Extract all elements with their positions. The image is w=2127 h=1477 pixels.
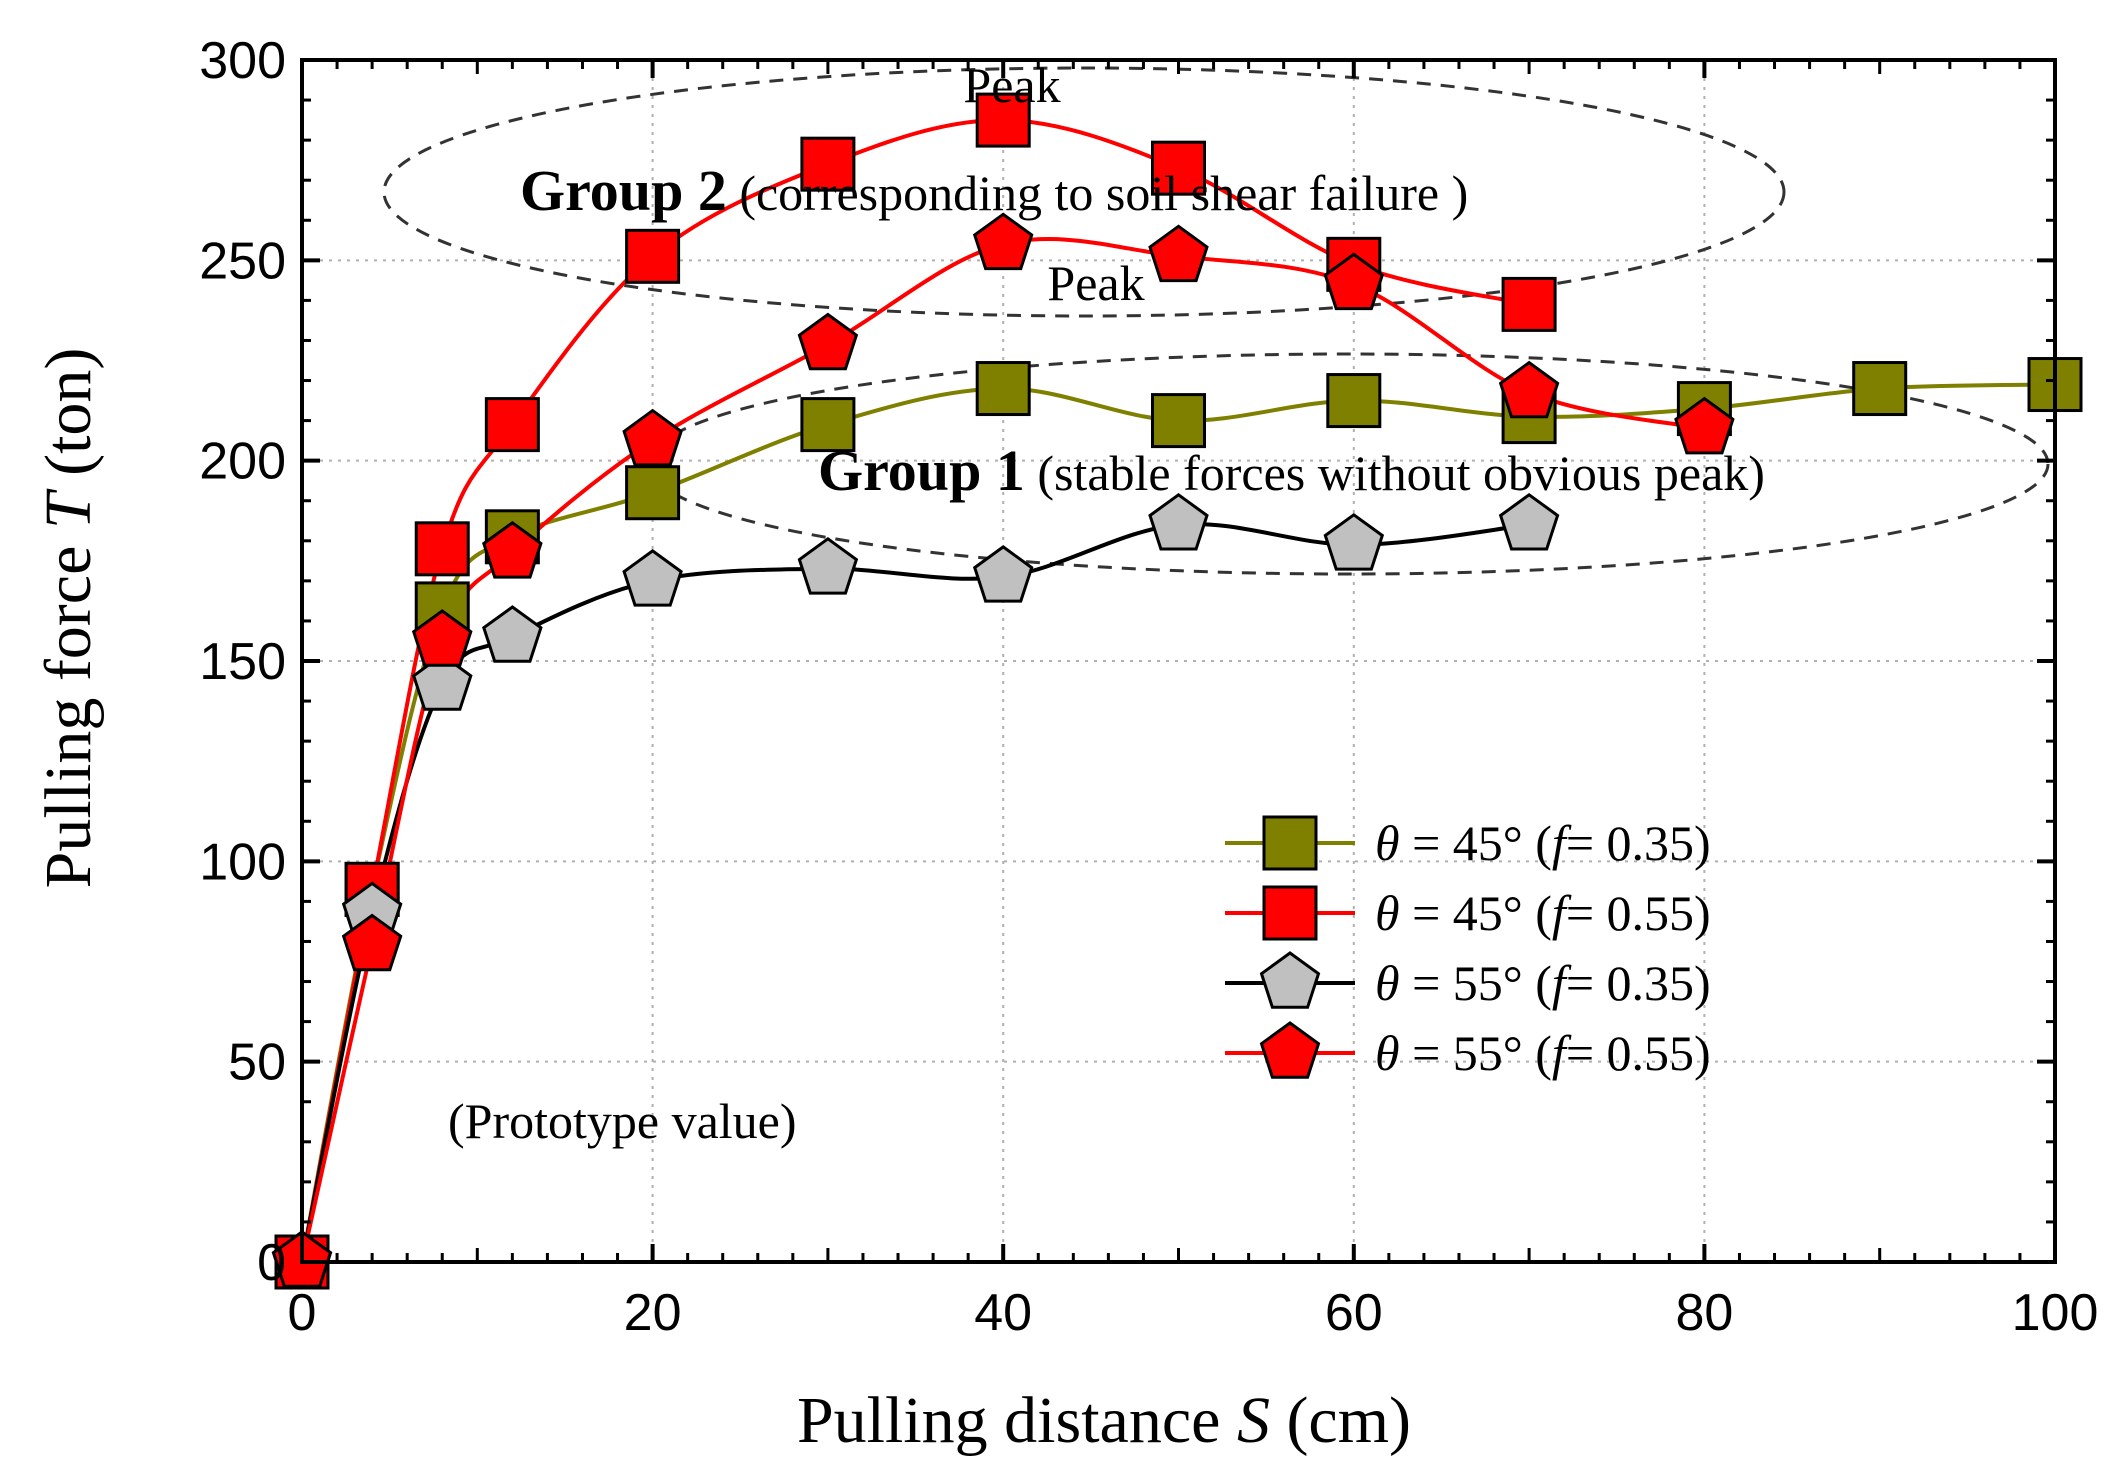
series-1-point-9 [1501,276,1557,332]
series-3-point-6 [972,212,1034,271]
series-0-point-7 [1151,393,1206,449]
legend-label-1: θ = 45° (f= 0.55) [1375,885,1711,941]
series-line-3 [300,237,1705,1263]
x-tick-label: 0 [288,1284,317,1342]
series-3-point-9 [1498,360,1560,419]
series-1-point-2 [414,521,470,577]
series-1-point-4 [625,228,681,284]
series-3-point-3 [482,520,543,579]
series-2-point-3 [482,605,543,663]
series-2-point-5 [797,536,859,595]
series-3-point-1 [341,913,403,972]
legend-label-0: θ = 45° (f= 0.35) [1375,815,1711,871]
series-1-point-6 [975,92,1031,148]
series-3-point-8 [1323,252,1385,311]
legend: θ = 45° (f= 0.35) θ = 45° (f= 0.55) θ = … [1225,815,1711,1081]
legend-marker-3 [1259,1021,1321,1079]
group2-ellipse [382,66,1786,318]
series-0-point-6 [975,361,1031,417]
x-axis-title-var: S [1237,1384,1270,1457]
series-2-point-4 [622,549,683,607]
series-2-point-7 [1148,492,1209,551]
series-2-point-9 [1498,492,1560,551]
legend-marker-1 [1262,885,1318,941]
series-0-point-5 [800,397,856,453]
y-axis-title: Pulling force T (ton) [32,348,105,889]
series-3-point-7 [1148,224,1209,283]
series-0-point-11 [1852,361,1908,417]
series-markers [271,92,2083,1290]
x-tick-label: 20 [624,1284,682,1342]
tick-layer: 0 20 40 60 80 100 0 50 100 150 200 250 300 [199,32,2098,1342]
x-axis-title-suffix: (cm) [1270,1384,1411,1457]
legend-marker-0 [1262,815,1318,871]
series-2-point-2 [411,653,473,711]
series-0-point-8 [1326,373,1382,429]
series-3-point-2 [411,609,473,667]
y-tick-label: 0 [257,1234,286,1292]
group1-annotation: Group 1 (stable forces without obvious p… [818,438,1765,503]
legend-entry-3: θ = 55° (f= 0.55) [1225,1021,1711,1081]
series-3-point-4 [622,408,683,467]
legend-label-3: θ = 55° (f= 0.55) [1375,1025,1711,1081]
x-axis-title: Pulling distance S (cm) [797,1384,1411,1457]
series-1-point-3 [484,397,540,453]
x-tick-label: 60 [1325,1284,1383,1342]
legend-entry-0: θ = 45° (f= 0.35) [1225,815,1711,871]
x-tick-label: 40 [974,1284,1032,1342]
peak-label-2: Peak [1047,255,1144,311]
y-tick-label: 250 [199,232,286,290]
series-1-point-7 [1151,140,1206,196]
group1-desc: (stable forces without obvious peak) [1025,445,1765,501]
group1-bold: Group 1 [818,438,1025,503]
prototype-label: (Prototype value) [448,1093,797,1149]
x-tick-label: 80 [1675,1284,1733,1342]
y-tick-label: 300 [199,32,286,90]
legend-marker-2 [1259,951,1321,1009]
y-axis-title-prefix: Pulling force [32,529,105,888]
series-3-point-10 [1674,396,1735,455]
series-2-point-8 [1323,512,1385,571]
series-0-point-4 [625,465,681,521]
y-tick-label: 150 [199,633,286,691]
x-axis-title-prefix: Pulling distance [797,1384,1237,1457]
group2-bold: Group 2 [520,158,727,223]
legend-label-2: θ = 55° (f= 0.35) [1375,955,1711,1011]
y-tick-label: 50 [228,1034,286,1092]
peak-label-1: Peak [963,57,1060,113]
y-axis-title-var: T [32,488,105,529]
y-tick-label: 200 [199,433,286,491]
y-tick-label: 100 [199,833,286,891]
group2-annotation: Group 2 (corresponding to soil shear fai… [520,158,1468,223]
series-1-point-5 [800,136,856,192]
legend-entry-2: θ = 55° (f= 0.35) [1225,951,1711,1011]
series-3-point-5 [797,312,859,371]
series-lines [300,118,2056,1263]
y-axis-title-suffix: (ton) [32,348,105,493]
group2-desc: (corresponding to soil shear failure ) [727,165,1468,221]
series-2-point-6 [972,545,1034,603]
x-tick-label: 100 [2012,1284,2099,1342]
legend-entry-1: θ = 45° (f= 0.55) [1225,885,1711,941]
